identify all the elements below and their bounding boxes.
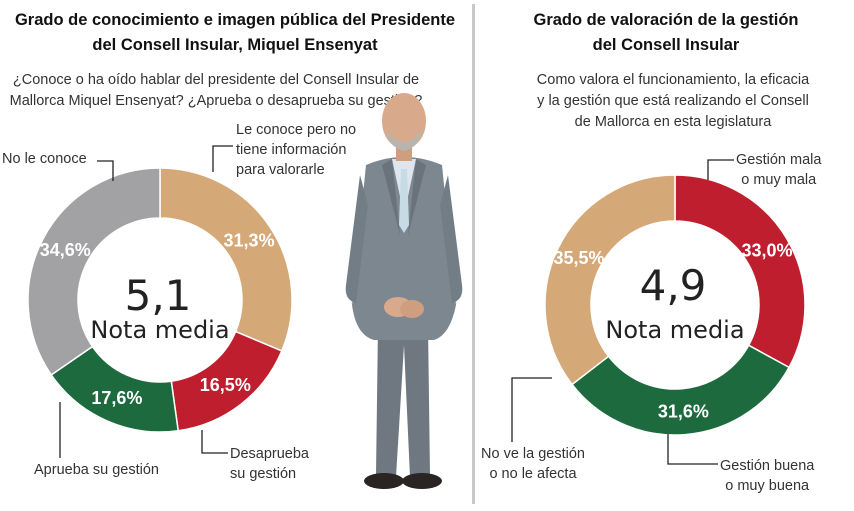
callout-desaprueba-line-1: Desaprueba bbox=[230, 446, 309, 462]
callout-aprueba: Aprueba su gestión bbox=[34, 462, 159, 478]
callout-le-conoce-sin-info: Le conoce pero no tiene información para… bbox=[236, 120, 356, 180]
leader-gestion-mala bbox=[707, 159, 734, 180]
right-question: Como valora el funcionamiento, la eficac… bbox=[478, 70, 854, 133]
president-photo bbox=[345, 93, 463, 489]
leader-aprueba bbox=[59, 402, 61, 458]
panel-divider bbox=[472, 4, 475, 504]
right-donut-chart: 33,0% 31,6% 35,5% 4,9 Nota media bbox=[544, 174, 806, 436]
left-question-line-2: Mallorca Miquel Ensenyat? ¿Aprueba o des… bbox=[9, 93, 423, 109]
left-donut-chart: 31,3% 16,5% 17,6% 34,6% 5,1 Nota media bbox=[27, 167, 293, 433]
right-center-label: Nota media bbox=[605, 316, 744, 344]
leader-no-ve-gestion bbox=[511, 377, 552, 442]
left-chart-panel: Grado de conocimiento e imagen pública d… bbox=[0, 8, 470, 489]
callout-le-conoce-line-3: para valorarle bbox=[236, 162, 325, 178]
right-donut-value-label-2: 35,5% bbox=[553, 248, 604, 268]
right-donut-segment-1 bbox=[571, 344, 791, 436]
left-question: ¿Conoce o ha oído hablar del presidente … bbox=[0, 70, 432, 112]
right-donut-value-label-0: 33,0% bbox=[742, 240, 793, 260]
left-donut-value-label-2: 17,6% bbox=[91, 388, 142, 408]
left-donut-value-label-0: 31,3% bbox=[224, 231, 275, 251]
callout-gestion-buena-line-2: o muy buena bbox=[725, 478, 810, 494]
left-title-line-1: Grado de conocimiento e imagen pública d… bbox=[14, 11, 456, 29]
callout-le-conoce-line-1: Le conoce pero no bbox=[236, 122, 357, 138]
callout-gestion-mala: Gestión mala o muy mala bbox=[736, 150, 821, 190]
right-donut-segment-2 bbox=[544, 174, 676, 386]
callout-desaprueba-line-2: su gestión bbox=[230, 466, 297, 482]
leader-desaprueba bbox=[201, 430, 228, 454]
right-chart-panel: Grado de valoración de la gestión del Co… bbox=[478, 0, 854, 511]
callout-gestion-mala-line-1: Gestión mala bbox=[736, 152, 822, 168]
left-center-label: Nota media bbox=[90, 316, 229, 344]
callout-no-ve-line-1: No ve la gestión bbox=[481, 446, 585, 462]
left-chart-title: Grado de conocimiento e imagen pública d… bbox=[0, 8, 470, 58]
callout-gestion-mala-line-2: o muy mala bbox=[741, 172, 817, 188]
right-chart-title: Grado de valoración de la gestión del Co… bbox=[478, 8, 854, 58]
right-center-value: 4,9 bbox=[640, 261, 707, 310]
left-donut-segment-0 bbox=[159, 167, 293, 352]
right-question-line-2: y la gestión que está realizando el Cons… bbox=[537, 93, 809, 109]
callout-gestion-buena-line-1: Gestión buena bbox=[720, 458, 815, 474]
right-title-line-1: Grado de valoración de la gestión bbox=[533, 11, 799, 29]
callout-no-le-conoce: No le conoce bbox=[2, 151, 87, 167]
callout-gestion-buena: Gestión buena o muy buena bbox=[720, 456, 814, 496]
callout-no-ve-gestion: No ve la gestión o no le afecta bbox=[478, 444, 588, 484]
right-donut-value-label-1: 31,6% bbox=[658, 402, 709, 422]
left-donut-value-label-3: 34,6% bbox=[40, 240, 91, 260]
callout-le-conoce-line-2: tiene información bbox=[236, 142, 347, 158]
left-donut-segment-3 bbox=[27, 167, 161, 376]
right-title-line-2: del Consell Insular bbox=[592, 36, 740, 54]
right-donut-segment-0 bbox=[674, 174, 806, 369]
leader-le-conoce bbox=[212, 145, 233, 172]
left-donut-value-label-1: 16,5% bbox=[200, 375, 251, 395]
callout-desaprueba: Desaprueba su gestión bbox=[230, 444, 309, 484]
left-center-value: 5,1 bbox=[125, 271, 192, 320]
right-question-line-3: de Mallorca en esta legislatura bbox=[574, 114, 772, 130]
leader-gestion-buena bbox=[667, 434, 718, 465]
callout-no-ve-line-2: o no le afecta bbox=[489, 466, 577, 482]
leader-no-le-conoce bbox=[97, 160, 114, 181]
right-question-line-1: Como valora el funcionamiento, la eficac… bbox=[536, 72, 810, 88]
left-question-line-1: ¿Conoce o ha oído hablar del presidente … bbox=[12, 72, 420, 88]
left-title-line-2: del Consell Insular, Miquel Ensenyat bbox=[92, 36, 378, 54]
